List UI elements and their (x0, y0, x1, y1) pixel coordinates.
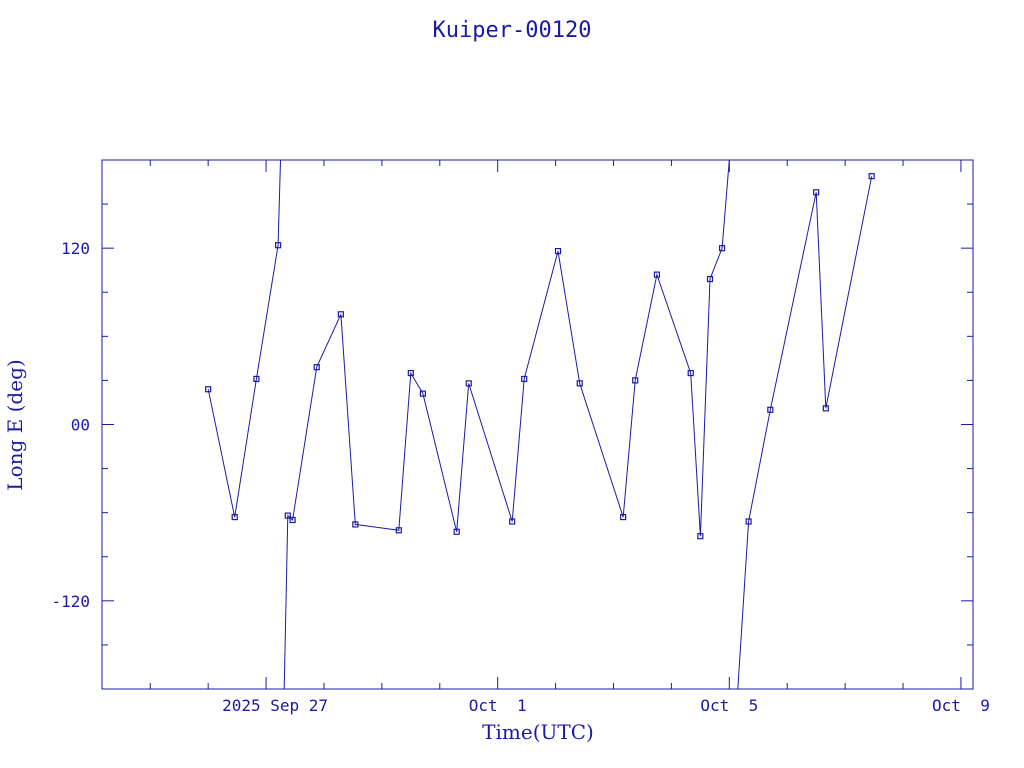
data-point (231, 513, 238, 521)
data-point (868, 173, 875, 180)
x-tick-label: Oct 1 (469, 696, 527, 715)
data-point (822, 405, 829, 412)
data-point (289, 516, 296, 524)
data-point (419, 390, 426, 397)
data-point (653, 271, 661, 278)
data-point (687, 369, 694, 377)
data-point (706, 275, 714, 283)
x-tick-label: Oct 5 (700, 696, 758, 715)
data-point (337, 311, 344, 318)
data-point (275, 242, 282, 249)
data-point (395, 527, 402, 534)
data-point (767, 406, 774, 413)
x-axis-label: Time(UTC) (482, 720, 594, 744)
data-point (718, 245, 726, 252)
series-line-segment (283, 159, 730, 690)
y-tick-labels: -120 00 120 (51, 239, 90, 611)
data-point (509, 518, 516, 525)
data-point (284, 512, 291, 519)
data-point (620, 513, 627, 521)
y-tick-label: -120 (51, 592, 90, 611)
data-point (407, 369, 414, 377)
data-point (521, 375, 528, 383)
data-point (813, 189, 820, 196)
series-longitude (205, 159, 875, 690)
data-point (465, 380, 472, 387)
data-point (453, 528, 460, 535)
x-tick-label: 2025 Sep 27 (222, 696, 328, 715)
data-point (352, 521, 359, 528)
data-point (205, 386, 212, 393)
data-point (697, 533, 704, 540)
axis-ticks (102, 160, 973, 689)
series-line-segment (207, 159, 281, 518)
data-point (554, 248, 562, 255)
plot-frame (101, 159, 974, 690)
data-point (576, 380, 583, 387)
chart-title: Kuiper-00120 (433, 18, 592, 43)
data-point (745, 518, 752, 525)
y-tick-label: 00 (71, 416, 90, 435)
x-tick-labels: 2025 Sep 27 Oct 1 Oct 5 Oct 9 (222, 696, 990, 715)
y-axis-label: Long E (deg) (3, 359, 27, 490)
data-point (313, 364, 320, 371)
series-line-segment (737, 176, 873, 690)
data-point (632, 377, 639, 384)
data-point (253, 375, 260, 383)
x-tick-label: Oct 9 (932, 696, 990, 715)
y-tick-label: 120 (61, 239, 90, 258)
